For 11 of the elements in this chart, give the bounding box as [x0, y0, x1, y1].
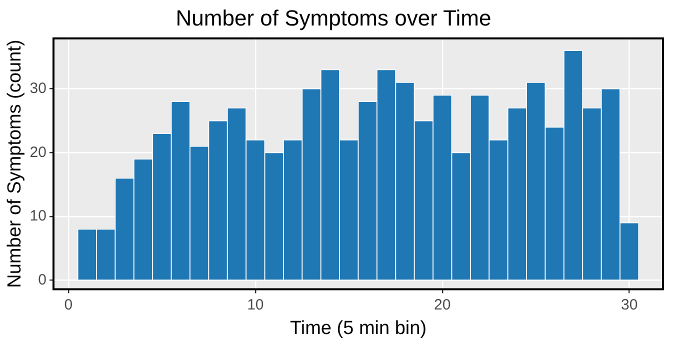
y-tick-label: 10: [30, 208, 46, 225]
x-tick-label: 0: [64, 296, 73, 314]
y-axis-title: Number of Symptoms (count): [4, 40, 26, 288]
x-tick-label: 10: [247, 296, 264, 314]
chart-title: Number of Symptoms over Time: [176, 5, 492, 30]
x-axis-title: Time (5 min bin): [290, 318, 427, 339]
y-tick-label: 0: [38, 271, 46, 288]
y-tick-label: 30: [30, 80, 46, 97]
x-tick-label: 30: [621, 296, 638, 314]
x-tick-label: 20: [434, 296, 451, 314]
y-tick-label: 20: [30, 144, 46, 161]
